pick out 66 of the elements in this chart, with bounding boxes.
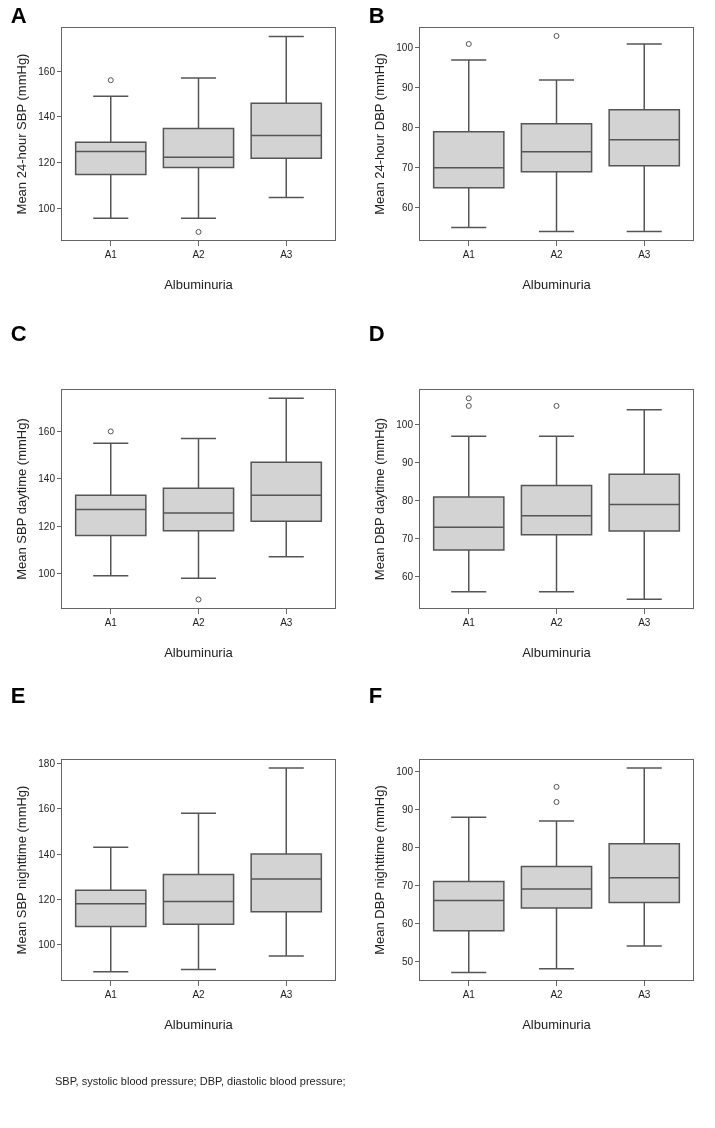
x-axis-title: Albuminuria [522, 277, 592, 292]
y-axis-title: Mean DBP nighttime (mmHg) [372, 785, 387, 955]
x-tick-label: A2 [550, 249, 564, 260]
y-axis-title: Mean DBP daytime (mmHg) [372, 417, 387, 581]
y-tick-label: 60 [401, 571, 414, 583]
chart-title: D [368, 321, 385, 347]
y-tick-label: 100 [38, 939, 56, 951]
x-tick-label: A1 [104, 617, 118, 628]
x-tick-label: A2 [192, 989, 206, 1000]
x-axis-title: Albuminuria [164, 645, 234, 660]
x-tick-label: A1 [104, 989, 118, 1000]
y-axis-title: Mean 24-hour SBP (mmHg) [14, 53, 29, 215]
y-tick-label: 120 [38, 157, 56, 169]
y-tick-label: 70 [401, 162, 414, 174]
x-axis-title: Albuminuria [522, 645, 592, 660]
x-axis-title: Albuminuria [522, 1017, 592, 1032]
chart-title: F [368, 683, 383, 709]
y-tick-label: 100 [38, 567, 56, 579]
y-axis-title: Mean 24-hour DBP (mmHg) [372, 53, 387, 215]
y-tick-label: 80 [401, 495, 414, 507]
x-tick-label: A1 [462, 617, 476, 628]
y-tick-label: 160 [38, 803, 56, 815]
x-tick-label: A1 [104, 249, 118, 260]
x-tick-label: A2 [550, 989, 564, 1000]
y-tick-label: 90 [401, 804, 414, 816]
y-tick-label: 90 [401, 457, 414, 469]
x-tick-label: A1 [462, 989, 476, 1000]
x-tick-label: A2 [192, 249, 206, 260]
chart-title: C [10, 321, 27, 347]
x-tick-label: A1 [462, 249, 476, 260]
chart-title: A [10, 3, 27, 29]
x-axis-title: Albuminuria [164, 277, 234, 292]
y-tick-label: 60 [401, 202, 414, 214]
y-tick-label: 50 [401, 955, 414, 967]
y-tick-label: 70 [401, 533, 414, 545]
x-tick-label: A3 [280, 617, 293, 628]
x-tick-label: A3 [638, 989, 651, 1000]
x-tick-label: A3 [280, 989, 293, 1000]
x-tick-label: A3 [638, 249, 651, 260]
chart-title: B [368, 3, 385, 29]
y-tick-label: 100 [38, 203, 56, 215]
y-tick-label: 100 [396, 419, 414, 431]
y-tick-label: 80 [401, 122, 414, 134]
y-tick-label: 140 [38, 473, 56, 485]
y-tick-label: 100 [396, 42, 414, 54]
x-tick-label: A3 [280, 249, 293, 260]
y-tick-label: 120 [38, 520, 56, 532]
y-tick-label: 140 [38, 848, 56, 860]
y-tick-label: 70 [401, 879, 414, 891]
y-tick-label: 60 [401, 917, 414, 929]
x-tick-label: A3 [638, 617, 651, 628]
y-tick-label: 80 [401, 841, 414, 853]
y-tick-label: 90 [401, 82, 414, 94]
x-axis-title: Albuminuria [164, 1017, 234, 1032]
y-tick-label: 160 [38, 65, 56, 77]
y-tick-label: 120 [38, 893, 56, 905]
chart-title: E [10, 683, 26, 709]
y-axis-title: Mean SBP nighttime (mmHg) [14, 785, 29, 955]
text: SBP, systolic blood pressure; DBP, diastolic blood pressure; [55, 1075, 346, 1087]
y-tick-label: 180 [38, 757, 56, 769]
y-tick-label: 160 [38, 425, 56, 437]
x-tick-label: A2 [192, 617, 206, 628]
y-tick-label: 140 [38, 111, 56, 123]
x-tick-label: A2 [550, 617, 564, 628]
y-tick-label: 100 [396, 766, 414, 778]
y-axis-title: Mean SBP daytime (mmHg) [14, 418, 29, 580]
